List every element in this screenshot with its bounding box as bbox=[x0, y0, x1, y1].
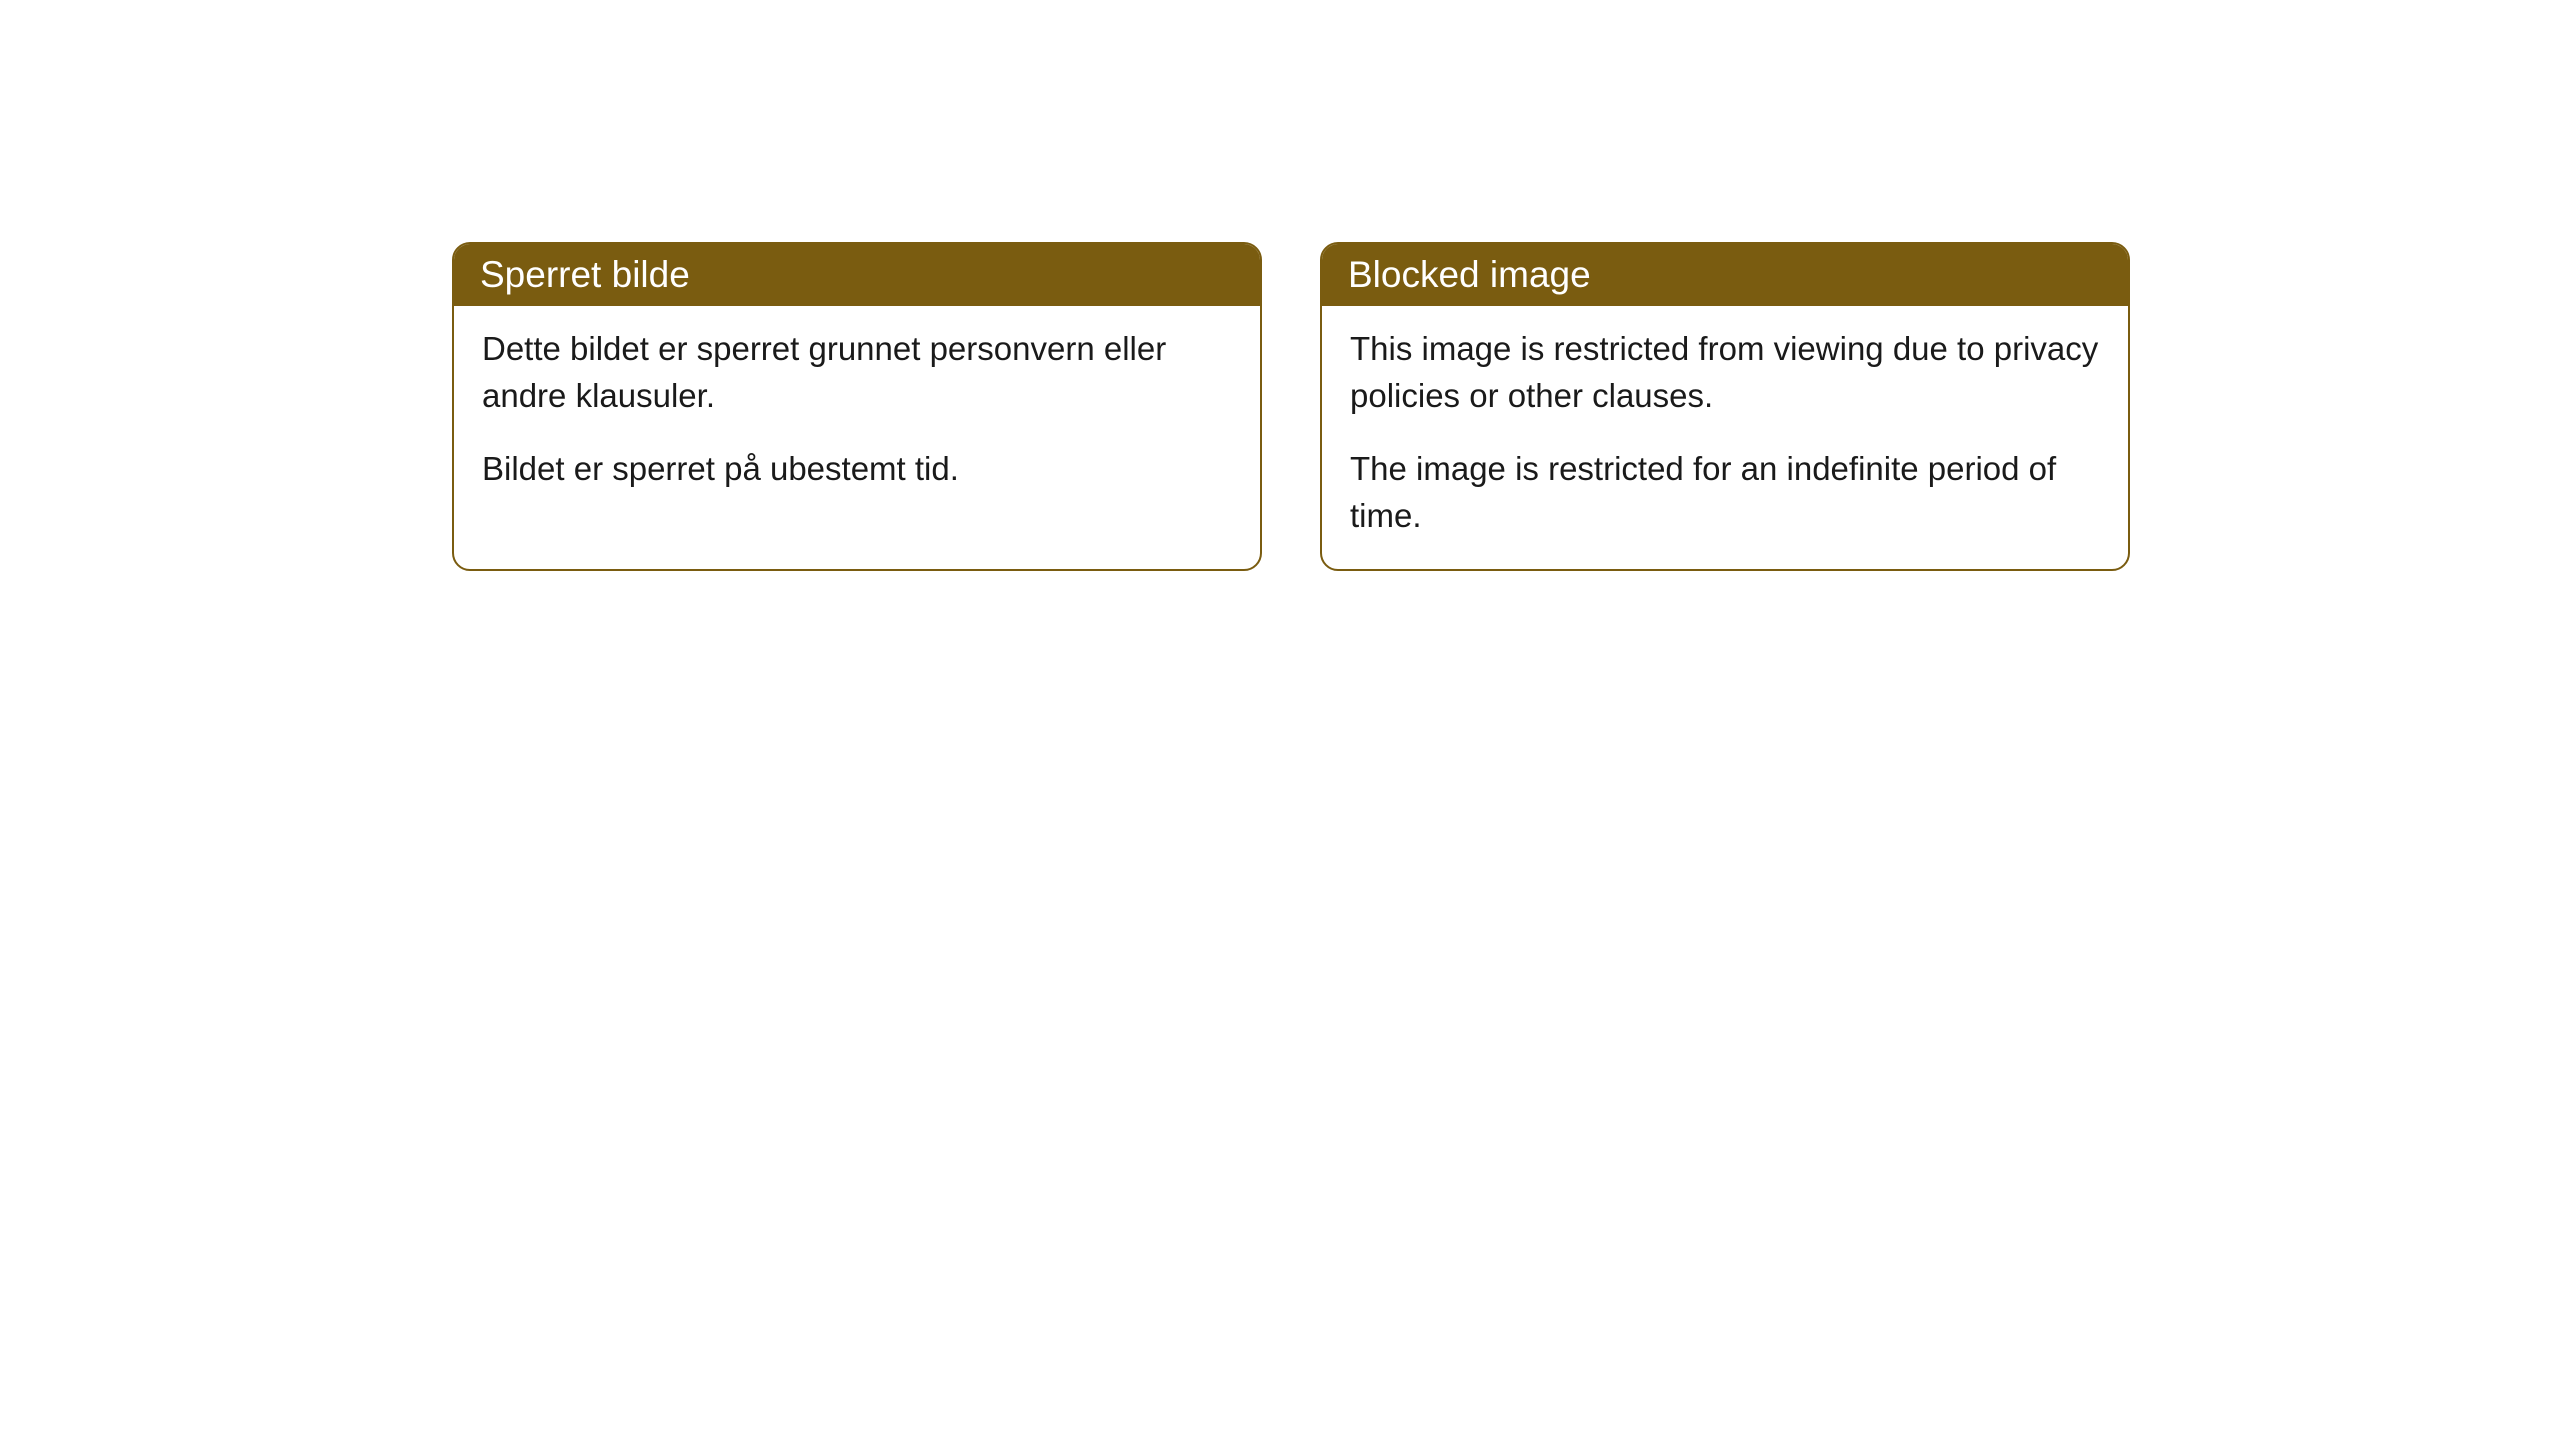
card-header: Sperret bilde bbox=[454, 244, 1260, 306]
card-body: This image is restricted from viewing du… bbox=[1322, 306, 2128, 569]
card-body: Dette bildet er sperret grunnet personve… bbox=[454, 306, 1260, 523]
card-paragraph: Bildet er sperret på ubestemt tid. bbox=[482, 446, 1232, 493]
card-header: Blocked image bbox=[1322, 244, 2128, 306]
card-paragraph: Dette bildet er sperret grunnet personve… bbox=[482, 326, 1232, 420]
info-card-english: Blocked image This image is restricted f… bbox=[1320, 242, 2130, 571]
info-card-norwegian: Sperret bilde Dette bildet er sperret gr… bbox=[452, 242, 1262, 571]
info-cards-container: Sperret bilde Dette bildet er sperret gr… bbox=[452, 242, 2130, 571]
card-paragraph: This image is restricted from viewing du… bbox=[1350, 326, 2100, 420]
card-paragraph: The image is restricted for an indefinit… bbox=[1350, 446, 2100, 540]
